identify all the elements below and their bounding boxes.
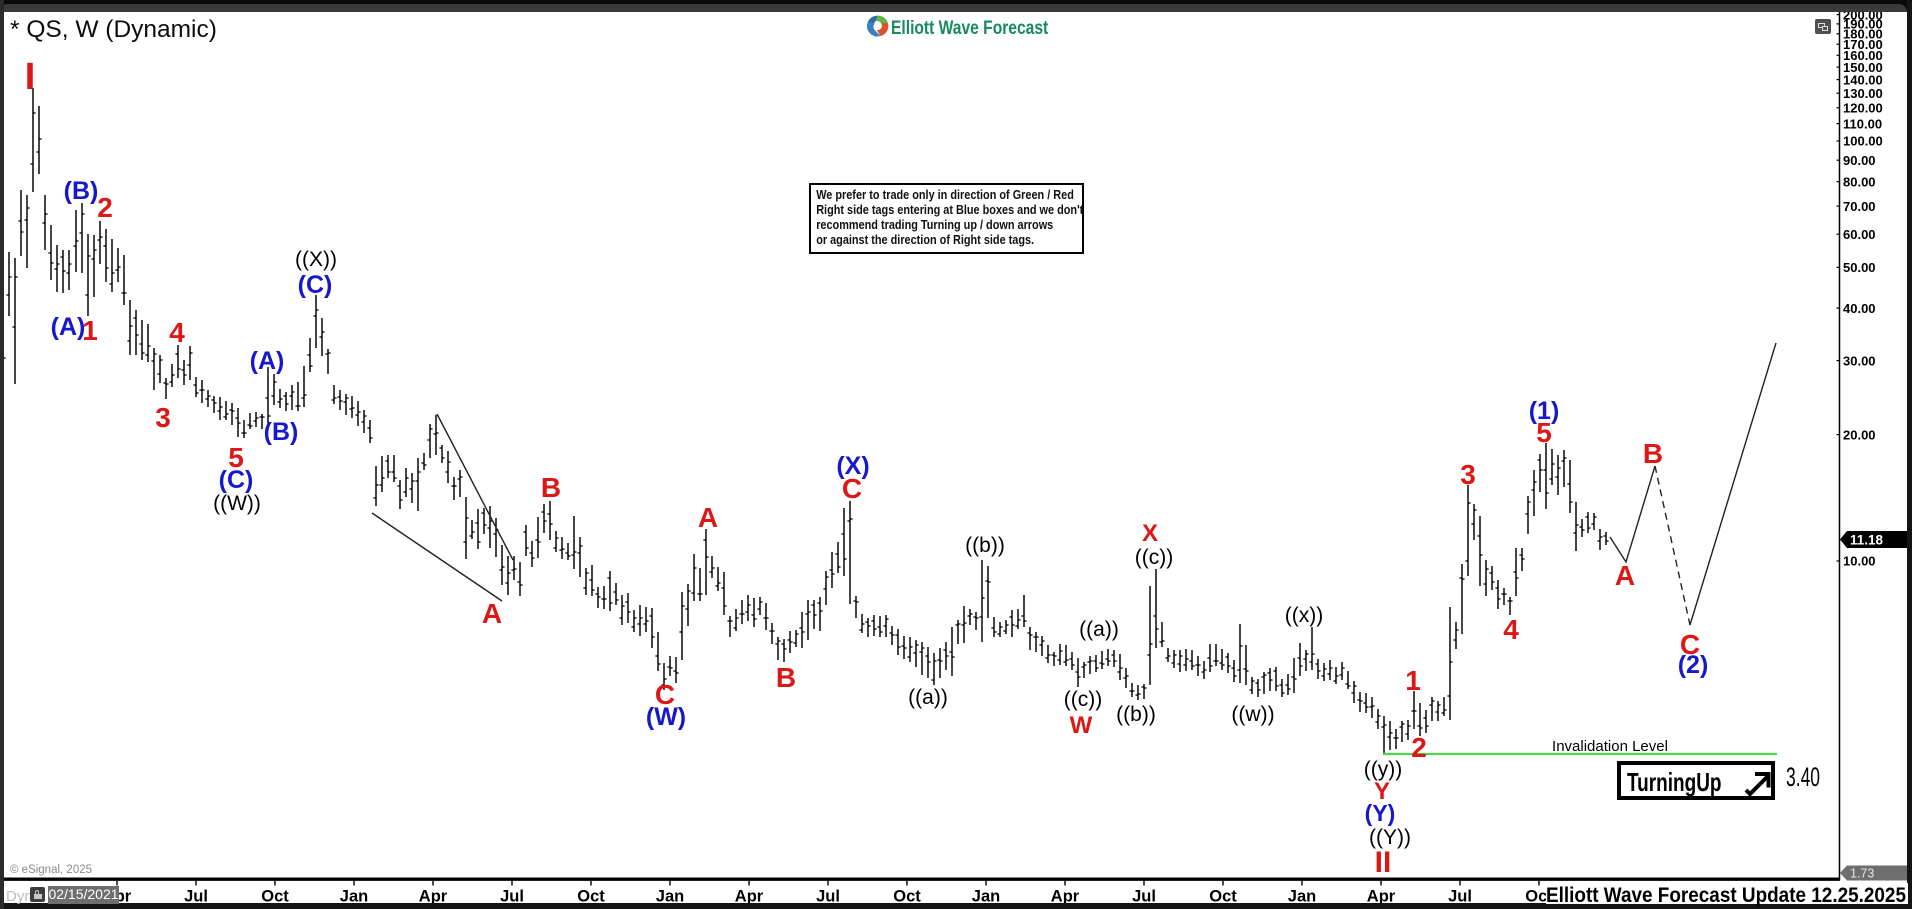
svg-text:190.00: 190.00 [1843, 17, 1883, 32]
svg-text:180.00: 180.00 [1843, 27, 1883, 42]
svg-text:Jul: Jul [184, 888, 208, 906]
svg-text:Apr: Apr [1367, 888, 1396, 906]
svg-text:5: 5 [1536, 417, 1552, 448]
svg-text:II: II [1375, 846, 1392, 879]
svg-text:Oct: Oct [261, 888, 289, 906]
svg-text:1: 1 [1405, 665, 1421, 696]
svg-text:170.00: 170.00 [1843, 37, 1883, 52]
svg-text:10.00: 10.00 [1843, 554, 1876, 569]
svg-text:I: I [25, 56, 36, 98]
svg-text:A: A [1615, 560, 1635, 591]
svg-text:Jul: Jul [816, 888, 840, 906]
svg-text:(X): (X) [836, 452, 869, 480]
svg-text:60.00: 60.00 [1843, 227, 1876, 242]
svg-text:Jan: Jan [1288, 888, 1316, 906]
svg-text:Apr: Apr [419, 888, 448, 906]
svg-text:Oct: Oct [893, 888, 921, 906]
svg-text:1: 1 [82, 315, 98, 346]
svg-text:4: 4 [169, 317, 185, 348]
svg-text:20.00: 20.00 [1843, 427, 1876, 442]
svg-text:((b)): ((b)) [1116, 703, 1156, 726]
svg-text:(2): (2) [1678, 651, 1709, 679]
svg-text:C: C [1680, 629, 1700, 660]
svg-text:40.00: 40.00 [1843, 301, 1876, 316]
svg-text:Jul: Jul [1132, 888, 1156, 906]
svg-text:(C): (C) [298, 271, 333, 299]
svg-text:((b)): ((b)) [965, 534, 1005, 557]
svg-text:90.00: 90.00 [1843, 153, 1876, 168]
svg-text:Jul: Jul [1448, 888, 1472, 906]
svg-text:30.00: 30.00 [1843, 353, 1876, 368]
svg-text:B: B [1643, 438, 1663, 469]
svg-text:A: A [482, 598, 502, 629]
svg-text:Jan: Jan [340, 888, 368, 906]
svg-text:((c)): ((c)) [1064, 688, 1102, 711]
svg-text:((w)): ((w)) [1231, 703, 1274, 726]
svg-text:Y: Y [1374, 778, 1390, 805]
svg-text:((W)): ((W)) [213, 492, 261, 515]
svg-text:Apr: Apr [735, 888, 764, 906]
svg-text:((a)): ((a)) [1079, 618, 1119, 641]
svg-text:(B): (B) [64, 177, 99, 205]
svg-text:X: X [1142, 520, 1158, 547]
svg-text:Jul: Jul [500, 888, 524, 906]
svg-text:(A): (A) [51, 313, 86, 341]
svg-text:Apr: Apr [1051, 888, 1080, 906]
svg-text:100.00: 100.00 [1843, 134, 1883, 149]
svg-text:C: C [842, 473, 862, 504]
svg-text:Oct: Oct [577, 888, 605, 906]
svg-text:((c)): ((c)) [1135, 546, 1173, 569]
svg-text:Invalidation Level: Invalidation Level [1552, 738, 1668, 755]
svg-text:1.73: 1.73 [1850, 867, 1874, 881]
svg-text:W: W [1070, 712, 1093, 739]
svg-text:3: 3 [155, 402, 171, 433]
svg-text:4: 4 [1503, 614, 1519, 645]
svg-text:(A): (A) [250, 347, 285, 375]
svg-text:(1): (1) [1529, 397, 1560, 425]
svg-text:160.00: 160.00 [1843, 48, 1883, 63]
svg-text:11.18: 11.18 [1850, 533, 1884, 548]
svg-text:5: 5 [228, 442, 244, 473]
svg-text:B: B [541, 472, 561, 503]
svg-text:(Y): (Y) [1365, 800, 1396, 826]
svg-text:3.40: 3.40 [1786, 762, 1820, 792]
svg-text:((x)): ((x)) [1285, 604, 1323, 627]
svg-text:80.00: 80.00 [1843, 174, 1876, 189]
svg-text:((y)): ((y)) [1364, 758, 1402, 781]
svg-text:((a)): ((a)) [908, 686, 948, 709]
svg-text:2: 2 [1411, 732, 1427, 763]
svg-text:120.00: 120.00 [1843, 101, 1883, 116]
svg-text:(B): (B) [264, 418, 299, 446]
svg-text:Jan: Jan [656, 888, 684, 906]
svg-text:150.00: 150.00 [1843, 60, 1883, 75]
svg-text:((Y)): ((Y)) [1369, 826, 1411, 849]
svg-text:140.00: 140.00 [1843, 72, 1883, 87]
svg-text:Jan: Jan [972, 888, 1000, 906]
svg-text:110.00: 110.00 [1843, 116, 1882, 131]
svg-text:B: B [776, 662, 796, 693]
svg-text:130.00: 130.00 [1843, 86, 1883, 101]
svg-text:(W): (W) [646, 703, 686, 731]
svg-text:A: A [698, 502, 718, 533]
svg-text:((X)): ((X)) [295, 248, 337, 271]
svg-text:(C): (C) [219, 466, 254, 494]
svg-text:2: 2 [97, 192, 113, 223]
svg-text:50.00: 50.00 [1843, 260, 1876, 275]
svg-text:C: C [655, 679, 675, 710]
svg-text:Oct: Oct [1209, 888, 1237, 906]
svg-text:3: 3 [1460, 459, 1476, 490]
svg-text:70.00: 70.00 [1843, 199, 1876, 214]
